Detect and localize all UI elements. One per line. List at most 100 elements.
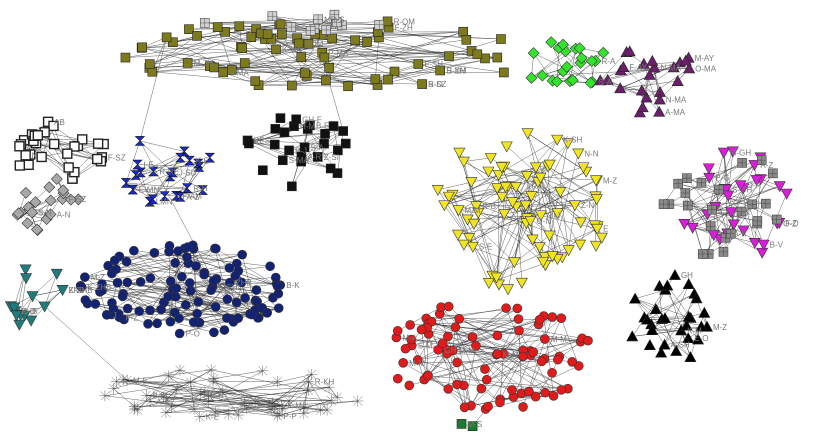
edge [417, 338, 545, 361]
node-label: E-O [694, 334, 708, 343]
node-navy [231, 297, 242, 308]
node-green [560, 60, 573, 73]
node-gray-squares-right [658, 199, 669, 209]
node-label: P-J [295, 146, 307, 155]
nodes-layer [4, 9, 793, 431]
node-yellow [501, 284, 515, 296]
node-yellow [484, 153, 497, 164]
edge [470, 379, 487, 406]
node-label: M-S [206, 390, 221, 399]
node-cyan [110, 376, 122, 388]
edge [499, 356, 524, 400]
node-red [514, 325, 524, 336]
node-label: A-SH [671, 341, 690, 350]
node-yellow [568, 200, 581, 212]
edge [288, 133, 326, 151]
node-cyan [157, 391, 169, 403]
node-cyan [249, 396, 261, 408]
edge [452, 350, 482, 389]
node-cyan [352, 395, 364, 407]
node-black-triangle [682, 310, 695, 322]
edge [547, 166, 553, 256]
node-red [547, 367, 557, 378]
node-navy [191, 261, 201, 271]
node-navy [206, 285, 216, 296]
edge [247, 133, 326, 141]
node-olive [227, 65, 237, 75]
node-label: R-OM [394, 17, 416, 26]
node-red [405, 320, 415, 330]
node-label: F-D [785, 219, 799, 228]
edge [579, 199, 597, 245]
node-gray-squares-right [737, 158, 747, 168]
node-yellow [453, 147, 466, 159]
edge [199, 402, 273, 417]
node-blue-bowtie [132, 159, 143, 170]
node-gray-diamond [19, 186, 32, 199]
node-red [459, 402, 470, 413]
node-label: J-SD [179, 168, 197, 177]
node-white-gray [20, 150, 31, 161]
node-label: K-E [196, 157, 209, 166]
node-yellow [551, 134, 564, 146]
node-label: A-K [733, 229, 747, 238]
node-navy [185, 286, 196, 296]
node-red [512, 303, 523, 314]
node-blue-bowtie [193, 162, 205, 172]
edge [457, 220, 531, 235]
node-olive [496, 34, 506, 44]
node-label: K-ZHB [87, 283, 111, 292]
node-black-triangle [670, 344, 683, 356]
node-label: M-M [465, 206, 481, 215]
edge [137, 369, 181, 411]
node-olive [300, 68, 310, 78]
edge [634, 298, 691, 358]
edge [487, 350, 524, 407]
node-cyan [331, 391, 343, 403]
node-olive [209, 62, 219, 73]
edge [27, 200, 51, 224]
node-white-gray [23, 159, 34, 171]
node-black-triangle [643, 339, 656, 350]
edge [547, 166, 597, 200]
edge [277, 409, 328, 417]
node-navy [101, 310, 112, 320]
node-label: F-AM [182, 192, 202, 201]
node-label: P-O [186, 329, 200, 338]
node-cyan [257, 365, 269, 377]
node-blue-bowtie [130, 170, 141, 180]
edge [504, 198, 597, 215]
node-red [480, 364, 490, 374]
node-white-gray [14, 141, 25, 152]
node-magenta [734, 180, 747, 192]
node-green [566, 74, 579, 87]
node-label: A-MA [665, 108, 686, 117]
edge [44, 273, 58, 307]
node-olive [458, 26, 469, 37]
node-label: J [113, 311, 117, 320]
node-cyan [203, 390, 215, 402]
edge [104, 395, 151, 402]
node-yellow [498, 209, 511, 221]
node-black [279, 127, 290, 138]
node-cyan [302, 384, 314, 396]
node-magenta [726, 146, 739, 158]
node-red [404, 380, 415, 391]
node-white-gray [92, 138, 104, 149]
edge [37, 200, 51, 231]
node-olive [350, 35, 360, 46]
node-label: O-Z [783, 219, 797, 228]
node-magenta [725, 207, 738, 219]
edge [516, 198, 597, 207]
node-cyan [194, 388, 206, 400]
edge [355, 31, 464, 41]
node-yellow [492, 169, 505, 181]
edge [561, 318, 580, 366]
edge [635, 289, 666, 299]
node-cyan [325, 394, 337, 406]
node-black-triangle [698, 306, 711, 318]
edge [646, 68, 690, 98]
node-teal [26, 291, 39, 303]
edge [687, 205, 758, 222]
